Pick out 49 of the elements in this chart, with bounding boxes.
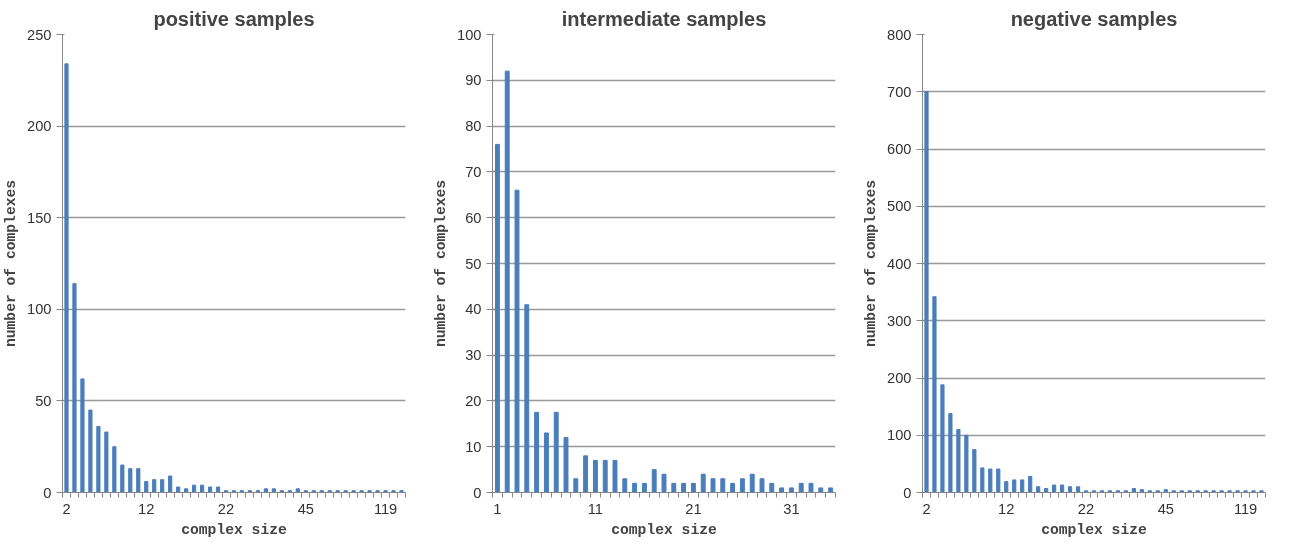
x-tick-label: 31: [783, 500, 800, 517]
x-tick-label: 22: [217, 500, 235, 517]
x-axis-title: complex size: [1041, 521, 1147, 538]
y-tick-label: 90: [465, 72, 482, 89]
x-tick-label: 11: [587, 500, 604, 517]
y-tick-label: 50: [465, 255, 482, 272]
x-tick-label: 45: [297, 500, 314, 517]
x-axis-title: complex size: [611, 521, 717, 538]
chart-title: positive samples: [153, 7, 315, 30]
y-tick-label: 0: [43, 484, 52, 501]
chart-title: intermediate samples: [561, 7, 767, 30]
y-tick-label: 500: [887, 198, 912, 215]
y-tick-label: 30: [465, 347, 482, 364]
x-tick-label: 22: [1077, 500, 1095, 517]
y-tick-label: 80: [465, 118, 482, 135]
x-tick-label: 119: [373, 500, 398, 517]
y-tick-label: 0: [903, 484, 912, 501]
y-tick-label: 150: [27, 209, 52, 226]
y-tick-label: 200: [887, 370, 912, 386]
y-axis-title: number of complexes: [3, 179, 20, 348]
x-tick-label: 1: [493, 500, 502, 517]
y-tick-label: 100: [457, 26, 482, 43]
y-tick-label: 100: [27, 301, 52, 318]
x-tick-label: 12: [138, 500, 155, 517]
chart-title: negative samples: [1010, 7, 1178, 30]
x-tick-label: 2: [922, 500, 931, 517]
y-tick-label: 70: [465, 163, 482, 180]
y-tick-label: 50: [35, 392, 52, 409]
y-tick-label: 60: [465, 209, 482, 226]
y-tick-label: 0: [473, 484, 482, 501]
y-tick-label: 20: [465, 392, 482, 409]
x-tick-label: 12: [998, 500, 1015, 517]
y-tick-label: 700: [887, 83, 912, 100]
y-tick-label: 250: [27, 26, 52, 43]
y-tick-label: 600: [887, 141, 912, 157]
y-tick-label: 200: [27, 118, 52, 135]
y-axis-title: number of complexes: [863, 179, 880, 348]
y-tick-label: 100: [887, 427, 912, 444]
y-tick-label: 400: [887, 255, 912, 272]
y-tick-label: 800: [887, 26, 912, 43]
x-tick-label: 45: [1157, 500, 1174, 517]
y-axis-title: number of complexes: [433, 179, 450, 348]
y-tick-label: 40: [465, 301, 482, 318]
y-tick-label: 10: [465, 438, 482, 455]
y-tick-label: 300: [887, 312, 912, 329]
x-tick-label: 21: [685, 500, 702, 517]
x-axis-title: complex size: [181, 521, 287, 538]
x-tick-label: 119: [1233, 500, 1258, 517]
x-tick-label: 2: [62, 500, 71, 517]
